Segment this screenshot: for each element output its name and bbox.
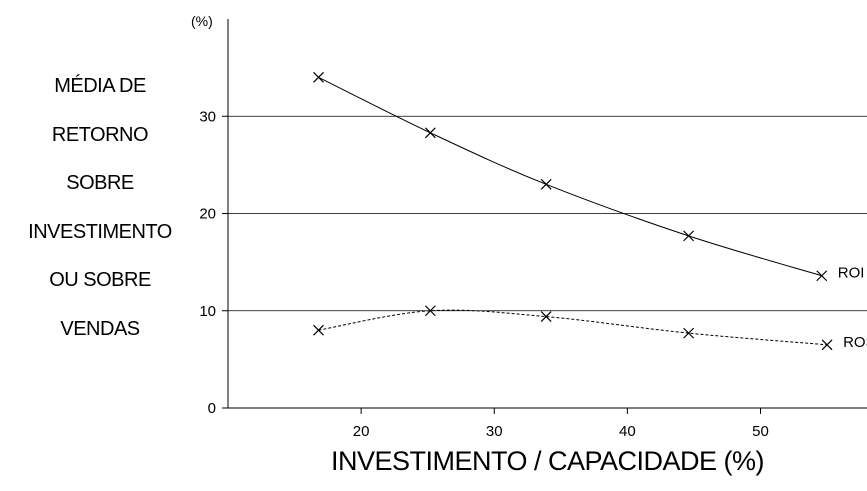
- data-point-marker: [540, 178, 552, 190]
- data-point-marker: [821, 339, 833, 351]
- x-tick-label: 30: [486, 423, 503, 440]
- y-tick-label: 0: [208, 400, 216, 417]
- series-line-ros: [318, 309, 828, 346]
- y-axis-label-line: SOBRE: [66, 172, 134, 194]
- y-axis-label-line: OU SOBRE: [49, 269, 151, 291]
- y-axis-label-line: INVESTIMENTO: [28, 220, 172, 243]
- y-axis-label-line: VENDAS: [60, 317, 140, 340]
- series-label-roi: ROI: [838, 265, 865, 282]
- y-unit-label: (%): [191, 13, 213, 29]
- x-axis-label: INVESTIMENTO / CAPACIDADE (%): [330, 446, 765, 476]
- data-point-marker: [683, 327, 695, 339]
- x-tick-label: 40: [619, 423, 636, 440]
- data-point-marker: [313, 71, 324, 83]
- y-tick-label: 30: [199, 108, 216, 125]
- y-tick-label: 20: [199, 206, 216, 223]
- data-point-marker: [540, 311, 552, 323]
- series-line-roi: [318, 76, 822, 277]
- y-tick-label: 10: [199, 303, 216, 320]
- data-point-marker: [313, 324, 324, 336]
- data-point-marker: [816, 270, 828, 282]
- data-point-marker: [683, 230, 695, 242]
- y-axis-label-line: RETORNO: [51, 123, 149, 146]
- y-axis-label-line: MÉDIA DE: [54, 75, 146, 97]
- x-tick-label: 20: [353, 423, 370, 440]
- series-label-ros: ROS: [843, 334, 867, 351]
- data-point-marker: [424, 305, 436, 317]
- data-point-marker: [424, 127, 436, 139]
- y-axis-label: MÉDIA DE RETORNO SOBRE INVESTIMENTO OU S…: [0, 62, 200, 353]
- x-tick-label: 50: [752, 423, 769, 440]
